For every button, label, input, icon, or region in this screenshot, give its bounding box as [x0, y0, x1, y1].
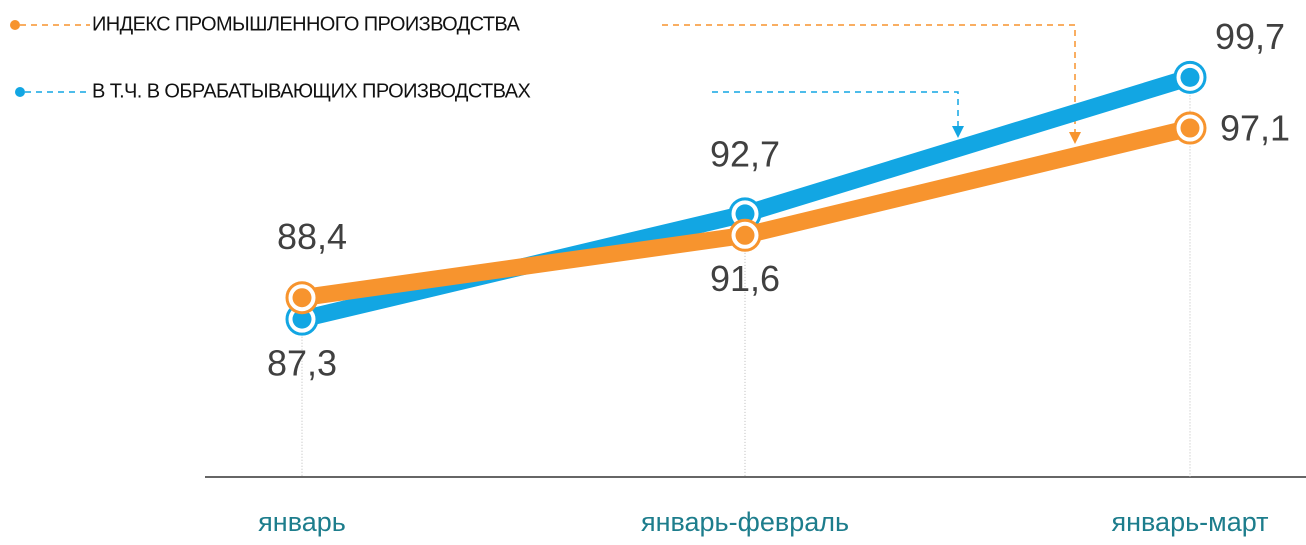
- marker: [1180, 67, 1200, 87]
- marker: [292, 309, 312, 329]
- legend-arrow: [1069, 132, 1081, 144]
- x-tick-label: январь: [258, 507, 346, 537]
- legend-leader: [712, 91, 959, 128]
- x-tick-label: январь-февраль: [641, 507, 849, 537]
- value-label: 91,6: [710, 258, 780, 299]
- legend-arrow: [952, 126, 964, 138]
- marker: [1180, 118, 1200, 138]
- marker: [735, 204, 755, 224]
- value-label: 97,1: [1220, 108, 1290, 149]
- legend-marker: [15, 87, 25, 97]
- value-label: 87,3: [267, 343, 337, 384]
- legend: ИНДЕКС ПРОМЫШЛЕННОГО ПРОИЗВОДСТВА В Т.Ч.…: [10, 13, 1081, 144]
- value-label: 88,4: [277, 216, 347, 257]
- value-label: 99,7: [1215, 16, 1285, 57]
- legend-label: ИНДЕКС ПРОМЫШЛЕННОГО ПРОИЗВОДСТВА: [92, 13, 520, 35]
- value-label: 92,7: [710, 133, 780, 174]
- legend-leader: [662, 24, 1076, 135]
- marker: [735, 225, 755, 245]
- x-tick-label: январь-март: [1111, 507, 1268, 537]
- legend-label: В Т.Ч. В ОБРАБАТЫВАЮЩИХ ПРОИЗВОДСТВАХ: [92, 80, 530, 102]
- series: [285, 111, 1207, 315]
- marker: [292, 288, 312, 308]
- legend-marker: [10, 20, 20, 30]
